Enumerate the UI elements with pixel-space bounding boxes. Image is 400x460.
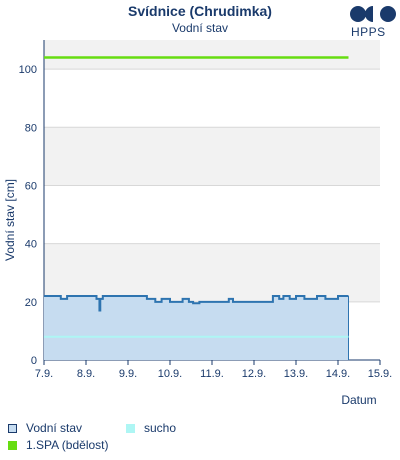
y-tick-label: 60 xyxy=(25,180,37,192)
x-tick-label: 13.9. xyxy=(284,368,308,380)
x-tick-label: 14.9. xyxy=(326,368,350,380)
legend-swatch-spa1 xyxy=(8,441,17,451)
legend-label-spa1: 1.SPA (bdělost) xyxy=(26,438,109,452)
x-tick-label: 8.9. xyxy=(77,368,95,380)
legend-swatch-water-level xyxy=(8,424,17,434)
series-area-vodni-stav xyxy=(44,296,349,360)
y-tick-label: 80 xyxy=(25,122,37,134)
legend-item-sucho[interactable]: sucho xyxy=(126,421,176,435)
legend-item-spa1[interactable]: 1.SPA (bdělost) xyxy=(8,438,109,452)
logo-text: HPPS xyxy=(351,25,386,39)
y-tick-label: 0 xyxy=(31,355,37,367)
legend-label-water-level: Vodní stav xyxy=(26,421,83,435)
x-tick-label: 12.9. xyxy=(242,368,266,380)
series-line-vodni-stav xyxy=(44,295,349,312)
grid-band xyxy=(44,40,380,70)
chart-title: Svídnice (Chrudimka) xyxy=(128,3,272,19)
y-tick-label: 20 xyxy=(25,297,37,309)
legend-item-water-level[interactable]: Vodní stav xyxy=(8,421,82,435)
chart-subtitle: Vodní stav xyxy=(171,21,229,35)
grid-band xyxy=(44,127,380,186)
x-tick-label: 15.9. xyxy=(368,368,392,380)
x-tick-label: 11.9. xyxy=(200,368,224,380)
x-tick-label: 7.9. xyxy=(35,368,53,380)
hpps-logo-icon xyxy=(350,6,396,22)
legend-label-sucho: sucho xyxy=(144,421,177,435)
x-axis-title: Datum xyxy=(341,393,376,407)
x-tick-label: 9.9. xyxy=(119,368,137,380)
y-axis-title: Vodní stav [cm] xyxy=(3,179,17,261)
y-tick-label: 100 xyxy=(19,64,37,76)
legend-swatch-sucho xyxy=(126,424,135,434)
grid-band xyxy=(44,243,380,302)
x-tick-label: 10.9. xyxy=(158,368,182,380)
y-tick-label: 40 xyxy=(25,239,37,251)
